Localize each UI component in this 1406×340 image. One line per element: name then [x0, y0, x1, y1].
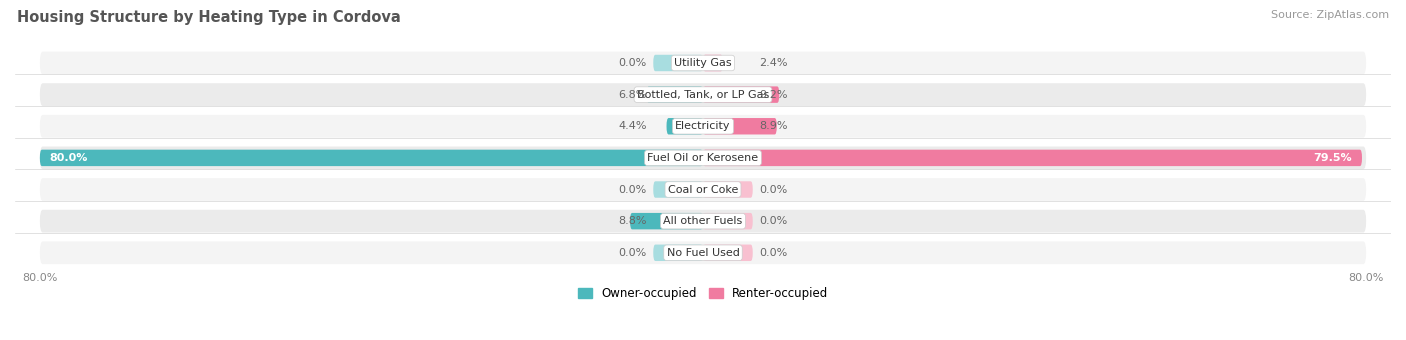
FancyBboxPatch shape [654, 55, 703, 71]
Text: All other Fuels: All other Fuels [664, 216, 742, 226]
Text: 0.0%: 0.0% [759, 216, 787, 226]
Text: 79.5%: 79.5% [1313, 153, 1353, 163]
Text: 4.4%: 4.4% [619, 121, 647, 131]
Text: 8.8%: 8.8% [619, 216, 647, 226]
Text: Source: ZipAtlas.com: Source: ZipAtlas.com [1271, 10, 1389, 20]
FancyBboxPatch shape [647, 86, 703, 103]
FancyBboxPatch shape [666, 118, 703, 135]
Text: 2.4%: 2.4% [759, 58, 787, 68]
Text: Fuel Oil or Kerosene: Fuel Oil or Kerosene [647, 153, 759, 163]
FancyBboxPatch shape [703, 244, 752, 261]
FancyBboxPatch shape [39, 150, 703, 166]
Text: 6.8%: 6.8% [619, 90, 647, 100]
Text: No Fuel Used: No Fuel Used [666, 248, 740, 258]
Text: 0.0%: 0.0% [619, 248, 647, 258]
FancyBboxPatch shape [39, 147, 1367, 169]
Text: Utility Gas: Utility Gas [675, 58, 731, 68]
FancyBboxPatch shape [39, 178, 1367, 201]
FancyBboxPatch shape [630, 213, 703, 230]
FancyBboxPatch shape [703, 55, 723, 71]
Text: 0.0%: 0.0% [619, 185, 647, 194]
Text: 9.2%: 9.2% [759, 90, 787, 100]
Text: 0.0%: 0.0% [759, 185, 787, 194]
FancyBboxPatch shape [703, 181, 752, 198]
Text: 80.0%: 80.0% [49, 153, 89, 163]
FancyBboxPatch shape [39, 52, 1367, 74]
Text: Coal or Coke: Coal or Coke [668, 185, 738, 194]
FancyBboxPatch shape [703, 86, 779, 103]
FancyBboxPatch shape [703, 118, 776, 135]
Text: Bottled, Tank, or LP Gas: Bottled, Tank, or LP Gas [637, 90, 769, 100]
Legend: Owner-occupied, Renter-occupied: Owner-occupied, Renter-occupied [572, 282, 834, 305]
Text: 0.0%: 0.0% [759, 248, 787, 258]
FancyBboxPatch shape [39, 210, 1367, 233]
FancyBboxPatch shape [654, 181, 703, 198]
FancyBboxPatch shape [39, 83, 1367, 106]
FancyBboxPatch shape [654, 244, 703, 261]
FancyBboxPatch shape [39, 241, 1367, 264]
Text: Electricity: Electricity [675, 121, 731, 131]
Text: Housing Structure by Heating Type in Cordova: Housing Structure by Heating Type in Cor… [17, 10, 401, 25]
Text: 8.9%: 8.9% [759, 121, 787, 131]
FancyBboxPatch shape [703, 213, 752, 230]
Text: 0.0%: 0.0% [619, 58, 647, 68]
FancyBboxPatch shape [703, 150, 1362, 166]
FancyBboxPatch shape [39, 115, 1367, 138]
